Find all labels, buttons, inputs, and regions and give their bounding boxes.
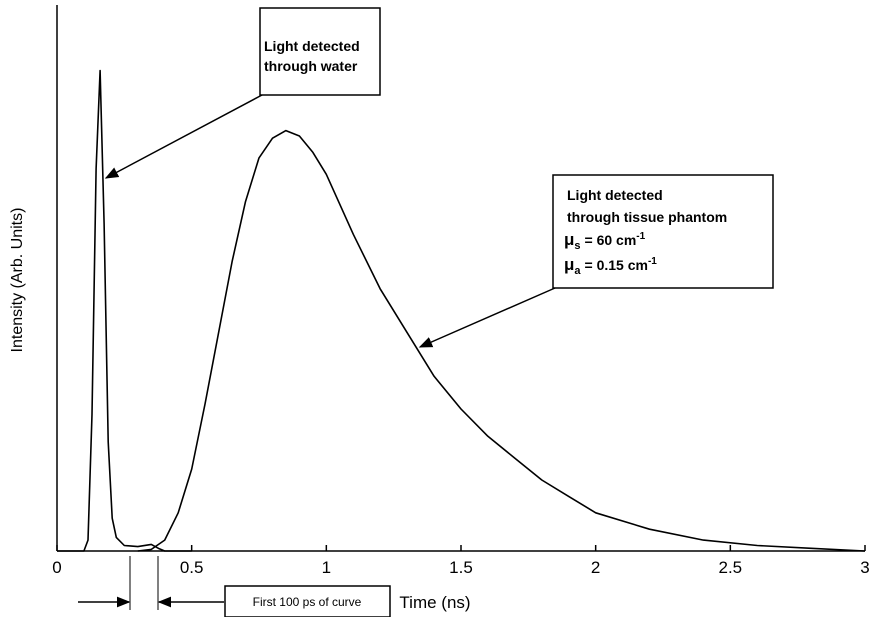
x-tick-label: 0.5: [180, 558, 204, 577]
data-line: [137, 129, 866, 552]
x-tick-label: 3: [860, 558, 869, 577]
annotation-text: through tissue phantom: [567, 209, 727, 225]
annotation-param: μs = 60 cm-1: [564, 230, 646, 252]
x-axis-label: Time (ns): [399, 593, 470, 612]
annotation-box: [552, 174, 774, 289]
annotation-box: [224, 585, 391, 617]
annotation-text: First 100 ps of curve: [253, 595, 362, 609]
annotation-text: through water: [264, 58, 358, 74]
annotation-arrow: [418, 287, 556, 348]
annotation-text: Light detected: [567, 187, 663, 203]
x-tick-label: 1: [322, 558, 331, 577]
annotation-text: Light detected: [264, 38, 360, 54]
x-tick-label: 0: [52, 558, 61, 577]
x-tick-label: 2.5: [719, 558, 743, 577]
annotation-arrow: [104, 94, 263, 179]
annotation-param: μa = 0.15 cm-1: [564, 255, 657, 277]
y-axis-label: Intensity (Arb. Units): [9, 208, 26, 353]
x-tick-label: 1.5: [449, 558, 473, 577]
x-tick-label: 2: [591, 558, 600, 577]
annotation-box: [259, 7, 381, 96]
